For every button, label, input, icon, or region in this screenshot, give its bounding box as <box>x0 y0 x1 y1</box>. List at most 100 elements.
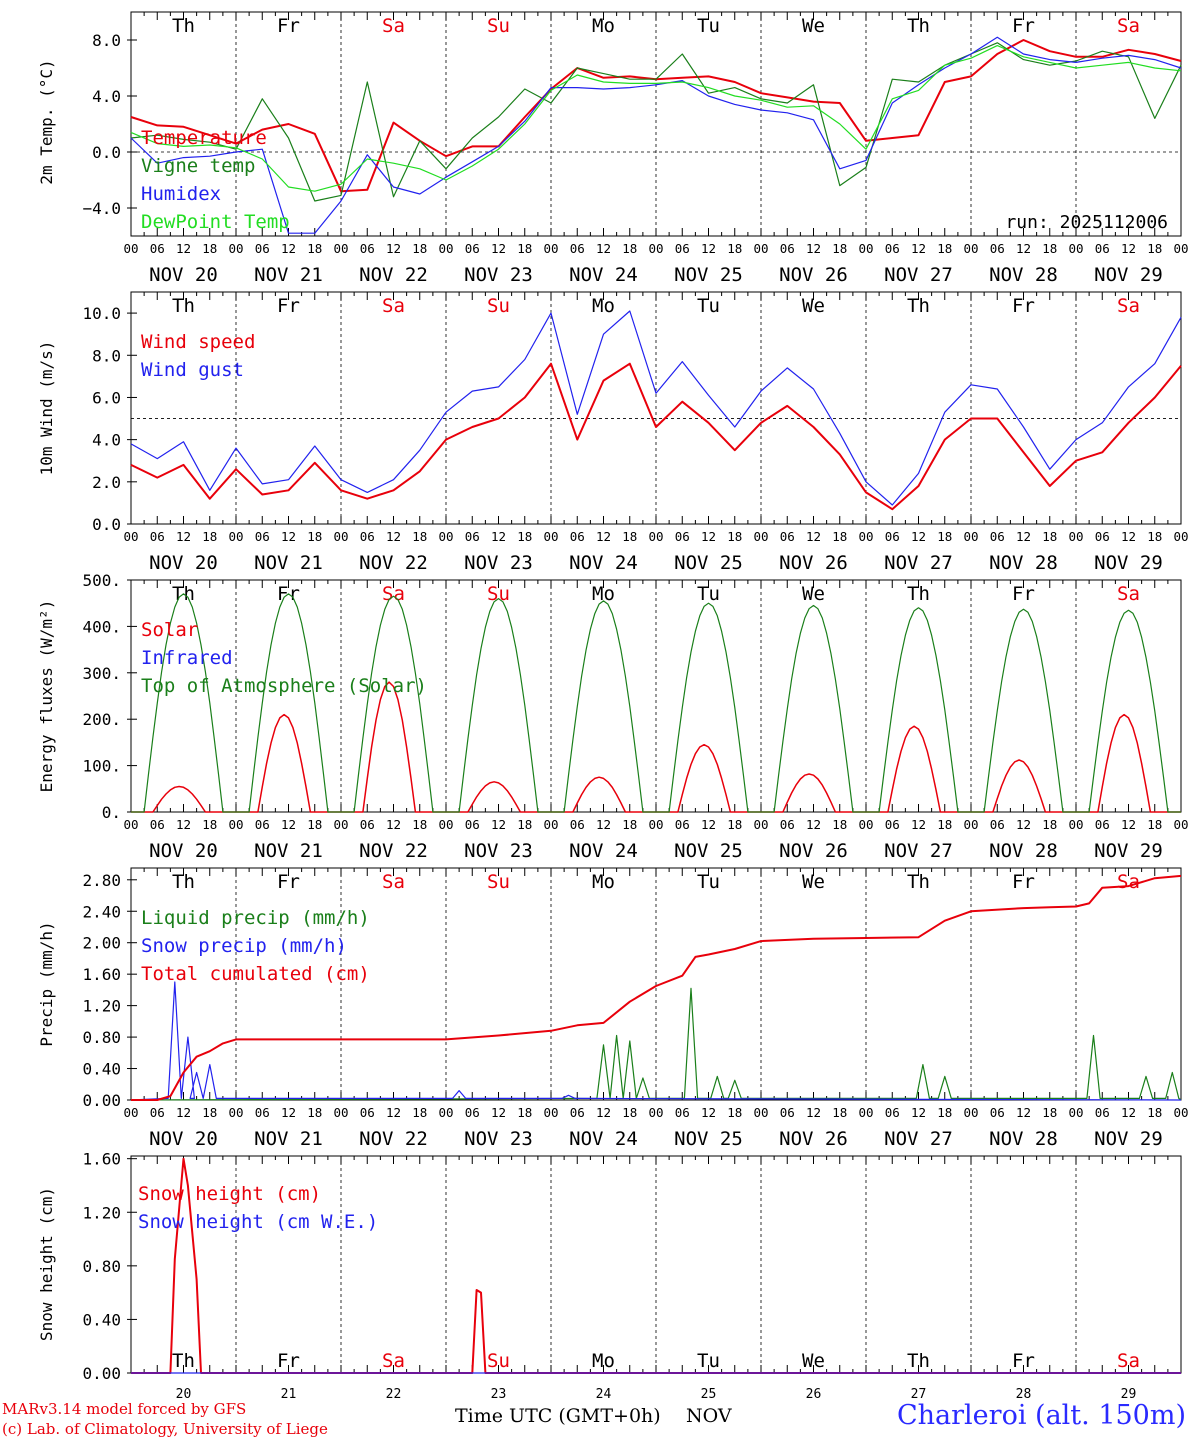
hour-label: 12 <box>1016 1105 1031 1120</box>
hour-label: 06 <box>780 529 795 544</box>
hour-label: 00 <box>123 1105 138 1120</box>
hour-label: 18 <box>307 817 322 832</box>
credit-lab: (c) Lab. of Climatology, University of L… <box>2 1420 328 1438</box>
day-label: Sa <box>1117 295 1140 317</box>
date-label: NOV 28 <box>989 552 1058 574</box>
day-label: Th <box>172 1350 195 1372</box>
hour-label: 00 <box>963 241 978 256</box>
legend-entry: Snow height (cm) <box>138 1183 321 1205</box>
day-label: Su <box>487 871 510 893</box>
date-label: NOV 26 <box>779 552 848 574</box>
panel-temp: −4.0 0.0 4.0 8.0 2m Temp. (°C) Th Fr Sa Su Mo Tu We… <box>37 11 1189 286</box>
hour-label: 18 <box>202 1105 217 1120</box>
day-label: Sa <box>1117 15 1140 37</box>
hour-label: 06 <box>885 529 900 544</box>
y-axis-title: Energy fluxes (W/m²) <box>37 600 56 793</box>
date-label: NOV 20 <box>149 840 218 862</box>
day-number-label: 22 <box>386 1387 402 1402</box>
hour-label: 00 <box>753 529 768 544</box>
hour-label: 06 <box>360 1105 375 1120</box>
day-number-label: 27 <box>911 1387 927 1402</box>
hour-label: 00 <box>648 241 663 256</box>
day-label: We <box>802 1350 825 1372</box>
hour-label: 06 <box>360 241 375 256</box>
hour-label: 18 <box>517 529 532 544</box>
hour-label: 12 <box>1016 817 1031 832</box>
y-tick-label: 2.0 <box>92 473 121 492</box>
hour-label: 06 <box>255 529 270 544</box>
date-label: NOV 28 <box>989 840 1058 862</box>
day-label: Sa <box>1117 871 1140 893</box>
hour-label: 18 <box>622 817 637 832</box>
legend-entry: Wind speed <box>141 331 255 353</box>
day-number-label: 28 <box>1016 1387 1032 1402</box>
hour-label: 18 <box>307 241 322 256</box>
hour-label: 18 <box>412 241 427 256</box>
day-label: Sa <box>1117 583 1140 605</box>
hour-label: 00 <box>438 1105 453 1120</box>
day-number-label: 20 <box>176 1387 192 1402</box>
hour-label: 12 <box>596 1105 611 1120</box>
hour-label: 00 <box>1068 529 1083 544</box>
hour-label: 18 <box>202 241 217 256</box>
hour-label: 12 <box>1016 241 1031 256</box>
panel-wind: 0.0 2.0 4.0 6.0 8.0 10.0 10m Wind (m/s) Th Fr Sa S… <box>37 291 1189 574</box>
day-label: Fr <box>277 871 300 893</box>
day-label: Th <box>907 15 930 37</box>
hour-label: 12 <box>911 241 926 256</box>
hour-label: 00 <box>1173 241 1188 256</box>
hour-label: 06 <box>1095 1105 1110 1120</box>
x-axis-month: NOV <box>686 1405 732 1427</box>
day-label: Su <box>487 295 510 317</box>
hour-label: 06 <box>990 241 1005 256</box>
hour-label: 12 <box>1121 241 1136 256</box>
panel-energy: 0. 100. 200. 300. 400. 500. Energy fluxes (W/m… <box>37 571 1189 862</box>
day-label: We <box>802 15 825 37</box>
y-axis-title: Snow height (cm) <box>37 1187 56 1341</box>
y-tick-label: 1.60 <box>82 1150 121 1169</box>
date-label: NOV 25 <box>674 840 743 862</box>
credit-model: MARv3.14 model forced by GFS <box>2 1400 247 1418</box>
date-label: NOV 24 <box>569 840 638 862</box>
series-line-top-of-atmosphere-solar- <box>131 593 1181 813</box>
hour-label: 06 <box>570 817 585 832</box>
hour-label: 18 <box>202 529 217 544</box>
hour-label: 18 <box>727 241 742 256</box>
y-tick-label: 0.40 <box>82 1310 121 1329</box>
hour-label: 06 <box>570 241 585 256</box>
hour-label: 12 <box>281 1105 296 1120</box>
y-tick-label: 0.0 <box>92 143 121 162</box>
hour-label: 18 <box>412 1105 427 1120</box>
hour-label: 12 <box>701 817 716 832</box>
hour-label: 18 <box>727 817 742 832</box>
date-label: NOV 21 <box>254 840 323 862</box>
hour-label: 00 <box>333 1105 348 1120</box>
date-label: NOV 20 <box>149 1128 218 1150</box>
date-label: NOV 22 <box>359 264 428 286</box>
x-axis-title: Time UTC (GMT+0h) <box>455 1405 661 1427</box>
hour-label: 06 <box>885 241 900 256</box>
hour-label: 00 <box>123 241 138 256</box>
hour-label: 18 <box>202 817 217 832</box>
y-tick-label: 400. <box>82 617 121 636</box>
hour-label: 12 <box>911 529 926 544</box>
hour-label: 00 <box>963 1105 978 1120</box>
hour-label: 12 <box>1121 817 1136 832</box>
hour-label: 18 <box>1147 817 1162 832</box>
date-label: NOV 25 <box>674 552 743 574</box>
hour-label: 00 <box>438 817 453 832</box>
hour-label: 12 <box>596 817 611 832</box>
hour-label: 12 <box>386 529 401 544</box>
day-label: Th <box>907 295 930 317</box>
hour-label: 06 <box>885 817 900 832</box>
day-label: Mo <box>592 1350 615 1372</box>
hour-label: 18 <box>1147 1105 1162 1120</box>
day-number-label: 24 <box>596 1387 612 1402</box>
day-label: Su <box>487 1350 510 1372</box>
series-line-snow-precip-mm-h- <box>130 981 1182 1101</box>
hour-label: 06 <box>150 241 165 256</box>
hour-label: 18 <box>1042 241 1057 256</box>
date-label: NOV 29 <box>1094 264 1163 286</box>
hour-label: 00 <box>753 1105 768 1120</box>
